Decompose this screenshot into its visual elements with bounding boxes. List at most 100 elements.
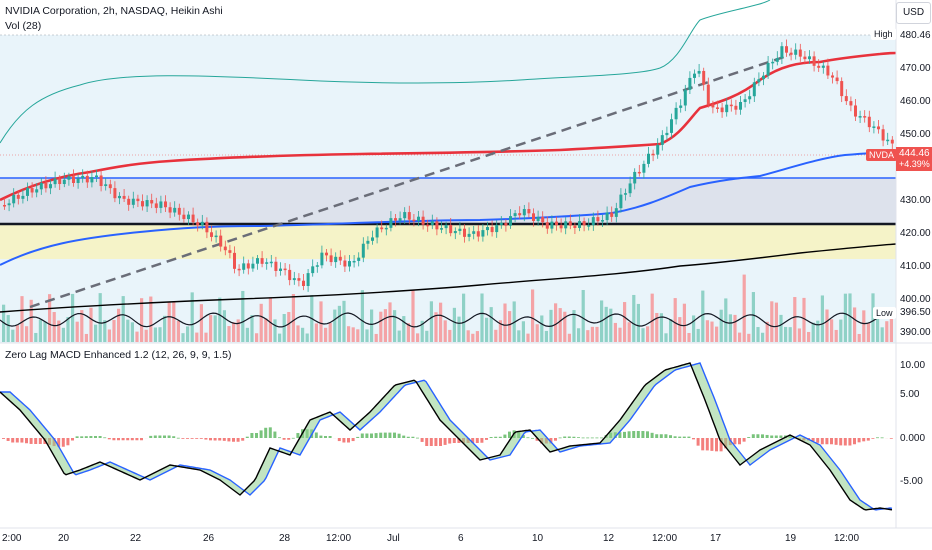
macd-hist-bar bbox=[107, 438, 111, 440]
candle bbox=[371, 237, 374, 241]
candle bbox=[440, 228, 443, 230]
macd-hist-bar bbox=[595, 437, 599, 439]
candle bbox=[660, 135, 664, 145]
macd-hist-bar bbox=[719, 438, 723, 452]
volume-bar bbox=[623, 302, 627, 342]
macd-hist-bar bbox=[738, 438, 741, 445]
macd-hist-bar bbox=[6, 438, 10, 441]
volume-bar bbox=[503, 303, 507, 342]
candle bbox=[647, 153, 650, 164]
macd-hist-bar bbox=[733, 438, 737, 445]
volume-bar bbox=[130, 322, 134, 342]
macd-hist-bar bbox=[218, 438, 222, 441]
volume-bar bbox=[107, 329, 111, 342]
price-tick: 450.00 bbox=[900, 129, 931, 140]
macd-hist-bar bbox=[172, 436, 176, 438]
macd-hist-bar bbox=[103, 437, 107, 439]
volume-bar bbox=[820, 295, 824, 342]
macd-hist-bar bbox=[38, 438, 42, 444]
macd-hist-bar bbox=[291, 437, 295, 439]
candle bbox=[26, 188, 29, 196]
macd-hist-bar bbox=[820, 438, 824, 445]
candle bbox=[725, 104, 729, 113]
candle bbox=[136, 198, 140, 202]
macd-hist-bar bbox=[282, 438, 286, 440]
macd-hist-bar bbox=[600, 437, 603, 439]
macd-hist-bar bbox=[117, 438, 120, 441]
macd-hist-bar bbox=[379, 432, 383, 438]
candle bbox=[154, 203, 158, 208]
candle bbox=[881, 129, 885, 141]
macd-hist-bar bbox=[268, 427, 272, 438]
macd-hist-bar bbox=[57, 438, 61, 447]
candle bbox=[85, 175, 89, 183]
candle bbox=[7, 203, 11, 206]
volume-bar bbox=[305, 333, 309, 342]
macd-hist-bar bbox=[163, 435, 166, 438]
macd-hist-bar bbox=[222, 438, 226, 441]
volume-bar bbox=[885, 321, 889, 342]
volume-bar bbox=[268, 297, 272, 342]
candle bbox=[826, 65, 830, 76]
volume-bar bbox=[190, 292, 194, 342]
volume-bar bbox=[356, 329, 360, 342]
macd-hist-bar bbox=[779, 435, 783, 438]
volume-bar bbox=[604, 306, 608, 342]
candle bbox=[90, 176, 94, 183]
currency-button[interactable]: USD bbox=[896, 2, 931, 24]
macd-hist-bar bbox=[273, 431, 277, 438]
volume-bar bbox=[784, 326, 788, 342]
volume-bar bbox=[232, 322, 236, 342]
volume-bar bbox=[176, 320, 180, 342]
candle bbox=[412, 219, 416, 222]
candle bbox=[205, 221, 209, 233]
volume-bar bbox=[797, 328, 801, 342]
candle bbox=[486, 227, 489, 231]
candle bbox=[444, 224, 448, 229]
macd-hist-bar bbox=[770, 435, 774, 438]
macd-hist-bar bbox=[287, 438, 291, 440]
candle bbox=[187, 214, 190, 220]
volume-bar bbox=[379, 311, 383, 342]
candle bbox=[596, 217, 600, 222]
volume-bar bbox=[710, 321, 714, 342]
candle bbox=[780, 46, 784, 59]
candle bbox=[541, 216, 545, 223]
volume-bar bbox=[452, 307, 456, 342]
candle bbox=[720, 107, 724, 113]
volume-bar bbox=[89, 307, 93, 342]
volume-bar bbox=[696, 328, 700, 342]
macd-hist-bar bbox=[167, 435, 171, 438]
macd-hist-bar bbox=[84, 436, 88, 438]
volume-bar bbox=[61, 327, 65, 342]
macd-hist-bar bbox=[402, 435, 406, 438]
candle bbox=[72, 176, 75, 184]
volume-bar bbox=[485, 317, 489, 342]
macd-hist-bar bbox=[489, 437, 493, 438]
macd-hist-bar bbox=[567, 436, 571, 438]
candle bbox=[670, 119, 673, 133]
time-tick: Jul bbox=[387, 533, 400, 544]
macd-hist-bar bbox=[135, 438, 139, 441]
volume-bar bbox=[586, 330, 590, 342]
candle bbox=[762, 75, 765, 80]
candle bbox=[219, 235, 223, 247]
volume-bar bbox=[337, 305, 341, 342]
macd-hist-bar bbox=[416, 437, 419, 439]
volume-bar bbox=[462, 293, 466, 342]
candle bbox=[831, 75, 834, 78]
candle bbox=[113, 188, 117, 199]
time-tick: 12:00 bbox=[652, 533, 678, 544]
macd-hist-bar bbox=[558, 437, 562, 439]
candle bbox=[329, 255, 333, 263]
candle bbox=[39, 182, 43, 190]
macd-hist-bar bbox=[839, 438, 843, 446]
volume-bar bbox=[581, 289, 585, 342]
candle bbox=[803, 56, 807, 60]
macd-hist-bar bbox=[871, 438, 875, 439]
candle bbox=[242, 263, 246, 270]
volume-bar bbox=[535, 324, 539, 342]
macd-hist-bar bbox=[751, 434, 755, 438]
macd-hist-bar bbox=[443, 438, 447, 445]
